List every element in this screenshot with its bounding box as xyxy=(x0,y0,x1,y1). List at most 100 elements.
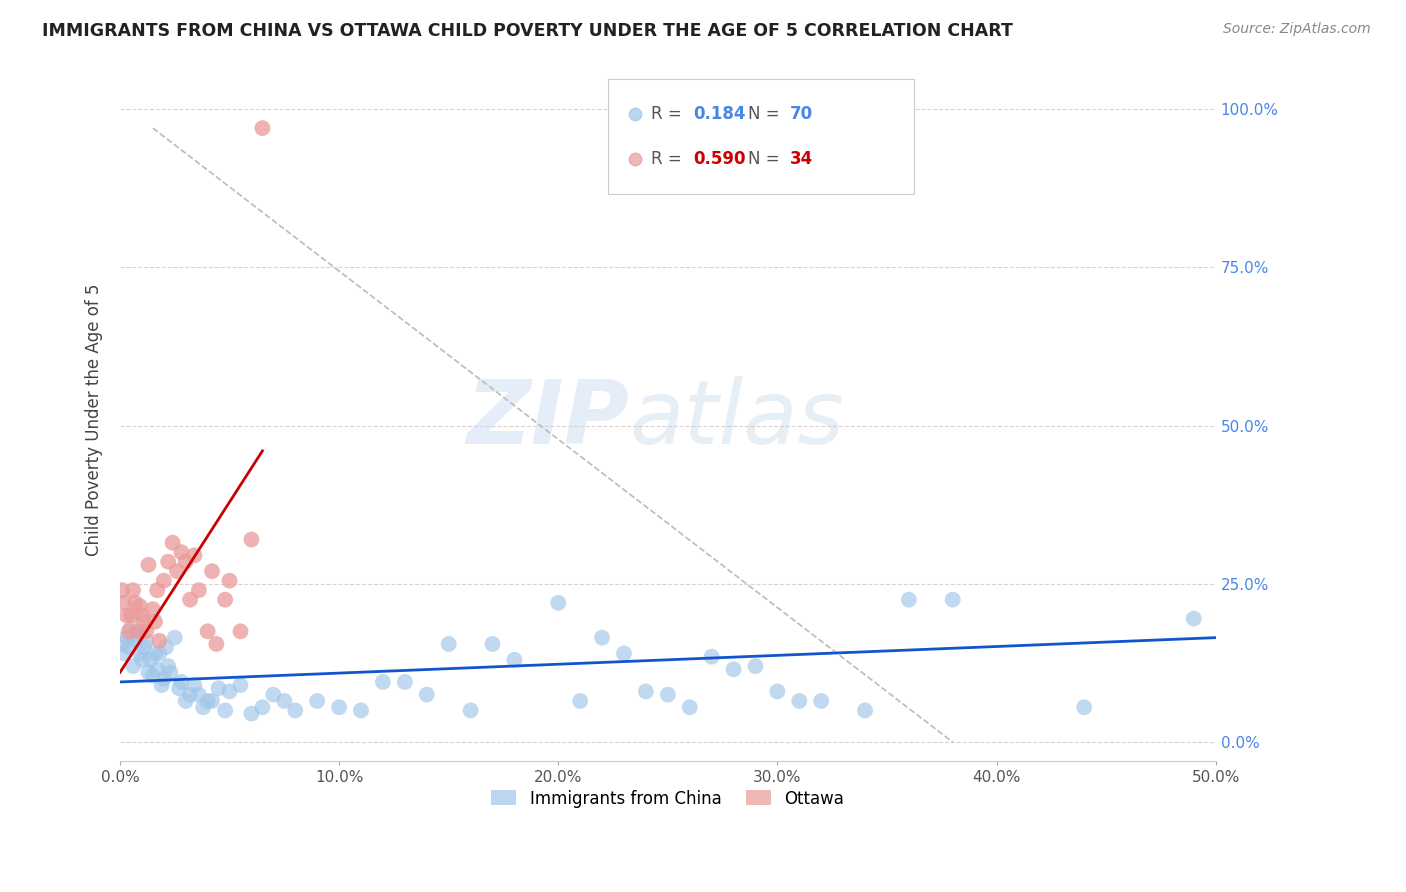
Point xyxy=(214,592,236,607)
Point xyxy=(146,583,169,598)
Point xyxy=(350,703,373,717)
Point xyxy=(679,700,702,714)
Point xyxy=(252,121,274,136)
Legend: Immigrants from China, Ottawa: Immigrants from China, Ottawa xyxy=(485,783,851,814)
Point xyxy=(124,596,146,610)
Point xyxy=(744,659,766,673)
Text: atlas: atlas xyxy=(630,376,845,462)
Point xyxy=(1182,612,1205,626)
Point xyxy=(139,653,162,667)
Point xyxy=(155,640,177,654)
Point xyxy=(214,703,236,717)
Point xyxy=(150,678,173,692)
Point xyxy=(252,700,274,714)
Point xyxy=(143,615,166,629)
Point xyxy=(118,640,141,654)
Point xyxy=(229,678,252,692)
Text: 0.184: 0.184 xyxy=(693,104,745,123)
Point xyxy=(142,602,165,616)
Point xyxy=(218,574,240,588)
Point xyxy=(166,564,188,578)
Point xyxy=(131,608,153,623)
Point xyxy=(159,665,181,680)
Point xyxy=(262,688,284,702)
Point xyxy=(700,649,723,664)
Point xyxy=(394,675,416,690)
Point xyxy=(437,637,460,651)
Text: Source: ZipAtlas.com: Source: ZipAtlas.com xyxy=(1223,22,1371,37)
Point xyxy=(547,596,569,610)
Point xyxy=(132,640,155,654)
Point xyxy=(229,624,252,639)
Point xyxy=(657,688,679,702)
Point xyxy=(111,637,134,651)
Point xyxy=(187,583,209,598)
Point xyxy=(167,681,190,696)
Point xyxy=(162,535,184,549)
Point xyxy=(205,637,228,651)
Text: R =: R = xyxy=(651,104,688,123)
Point xyxy=(460,703,482,717)
Point xyxy=(503,653,526,667)
Point xyxy=(179,688,201,702)
Point xyxy=(174,694,197,708)
Point xyxy=(201,694,224,708)
Point xyxy=(273,694,295,708)
Point xyxy=(152,672,174,686)
Point xyxy=(138,665,160,680)
Point xyxy=(183,549,205,563)
Point xyxy=(135,633,157,648)
Point xyxy=(152,574,174,588)
Point xyxy=(157,555,180,569)
Text: 0.590: 0.590 xyxy=(693,151,745,169)
Point xyxy=(634,684,657,698)
Point xyxy=(174,555,197,569)
Point xyxy=(146,662,169,676)
Point xyxy=(163,631,186,645)
Point xyxy=(897,592,920,607)
Point xyxy=(170,675,193,690)
Point xyxy=(128,647,150,661)
Y-axis label: Child Poverty Under the Age of 5: Child Poverty Under the Age of 5 xyxy=(86,283,103,556)
Text: 34: 34 xyxy=(789,151,813,169)
Point xyxy=(120,608,142,623)
Point xyxy=(128,599,150,613)
Point xyxy=(613,647,636,661)
Point xyxy=(122,583,145,598)
Point xyxy=(787,694,810,708)
Text: N =: N = xyxy=(748,104,785,123)
Point xyxy=(118,624,141,639)
Point xyxy=(148,633,170,648)
Text: N =: N = xyxy=(748,151,785,169)
Point xyxy=(111,583,134,598)
Text: ZIP: ZIP xyxy=(467,376,630,463)
Point xyxy=(371,675,394,690)
Point xyxy=(131,653,153,667)
Point xyxy=(157,659,180,673)
Point xyxy=(240,706,263,721)
Point xyxy=(183,678,205,692)
Point xyxy=(284,703,307,717)
Point xyxy=(591,631,613,645)
Point xyxy=(132,615,155,629)
Point xyxy=(122,659,145,673)
Point xyxy=(170,545,193,559)
Point xyxy=(112,647,135,661)
Point xyxy=(328,700,350,714)
Point xyxy=(416,688,439,702)
Point xyxy=(197,624,219,639)
Point xyxy=(120,621,142,635)
Point xyxy=(127,624,149,639)
Point xyxy=(481,637,503,651)
Point xyxy=(1073,700,1095,714)
Point xyxy=(148,647,170,661)
Point xyxy=(112,596,135,610)
Point xyxy=(723,662,745,676)
Point xyxy=(766,684,789,698)
Point xyxy=(193,700,215,714)
Text: IMMIGRANTS FROM CHINA VS OTTAWA CHILD POVERTY UNDER THE AGE OF 5 CORRELATION CHA: IMMIGRANTS FROM CHINA VS OTTAWA CHILD PO… xyxy=(42,22,1014,40)
Text: R =: R = xyxy=(651,151,688,169)
Point xyxy=(124,633,146,648)
Point xyxy=(569,694,592,708)
Point xyxy=(138,558,160,572)
